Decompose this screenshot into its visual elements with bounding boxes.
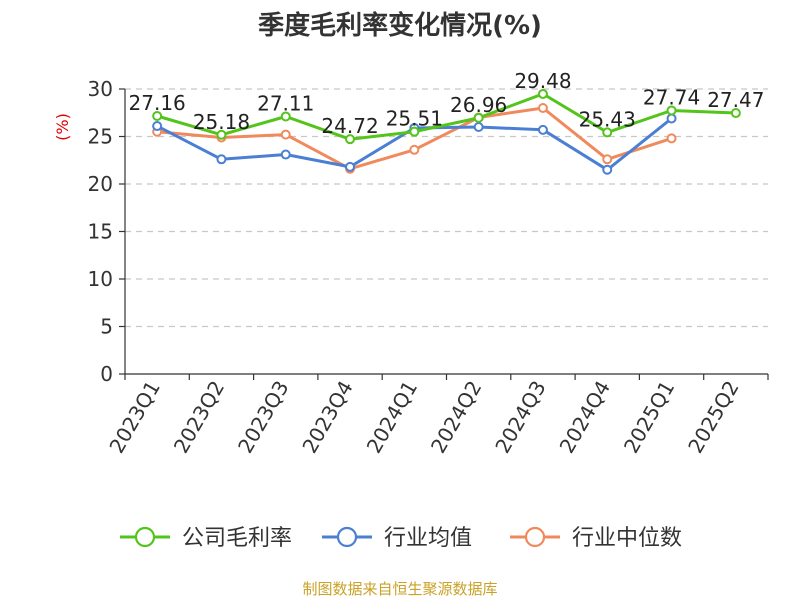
data-point xyxy=(409,144,420,155)
x-tick-label: 2025Q2 xyxy=(683,377,743,458)
data-point xyxy=(602,164,613,175)
data-point xyxy=(280,149,291,160)
chart-title: 季度毛利率变化情况(%) xyxy=(258,10,542,41)
legend-label: 公司毛利率 xyxy=(182,526,292,551)
y-tick-label: 20 xyxy=(88,172,113,196)
data-point xyxy=(666,105,677,116)
data-point xyxy=(409,126,420,137)
x-tick-label: 2024Q4 xyxy=(555,377,615,458)
data-point xyxy=(152,121,163,132)
y-tick-label: 10 xyxy=(88,267,113,291)
y-tick-label: 25 xyxy=(88,125,113,149)
legend-marker xyxy=(336,526,358,548)
x-tick-label: 2024Q2 xyxy=(426,377,486,458)
y-tick-label: 30 xyxy=(88,77,113,101)
data-label: 26.96 xyxy=(450,93,507,117)
data-labels: 27.16 25.18 27.11 24.72 25.51 26.96 29.48 25.43… xyxy=(129,69,765,138)
data-point xyxy=(666,133,677,144)
y-tick-label: 15 xyxy=(88,220,113,244)
data-label: 25.51 xyxy=(386,107,443,131)
data-label: 29.48 xyxy=(514,69,571,93)
data-label: 27.16 xyxy=(129,91,186,115)
data-point xyxy=(473,112,484,123)
data-point xyxy=(216,154,227,165)
x-axis-ticks: 2023Q1 2023Q2 2023Q3 2023Q4 2024Q1 2024Q2 2024… xyxy=(104,374,769,458)
source-note: 制图数据来自恒生聚源数据库 xyxy=(302,580,497,598)
data-point xyxy=(666,113,677,124)
data-point xyxy=(280,111,291,122)
legend: 公司毛利率 行业均值 行业中位数 xyxy=(120,526,682,551)
x-tick-label: 2024Q1 xyxy=(362,377,422,458)
legend-label: 行业中位数 xyxy=(572,526,682,551)
series-line xyxy=(156,92,736,141)
data-point xyxy=(216,129,227,140)
data-label: 27.47 xyxy=(707,88,764,112)
data-label: 25.18 xyxy=(193,110,250,134)
x-tick-label: 2024Q3 xyxy=(490,377,550,458)
data-point xyxy=(152,110,163,121)
series-layer xyxy=(152,88,741,175)
legend-marker xyxy=(524,526,546,548)
data-label: 24.72 xyxy=(321,114,378,138)
data-point xyxy=(537,124,548,135)
data-point xyxy=(473,122,484,132)
data-label: 27.74 xyxy=(643,85,700,109)
data-point xyxy=(537,88,548,99)
data-point xyxy=(280,129,291,140)
data-point xyxy=(602,154,613,165)
x-tick-label: 2023Q3 xyxy=(233,377,293,458)
y-tick-label: 5 xyxy=(100,315,113,339)
data-label: 25.43 xyxy=(579,107,636,131)
x-tick-label: 2023Q1 xyxy=(104,377,164,458)
x-tick-label: 2023Q4 xyxy=(297,377,357,458)
legend-label: 行业均值 xyxy=(384,526,472,551)
x-tick-label: 2025Q1 xyxy=(619,377,679,458)
data-label: 27.11 xyxy=(257,91,314,115)
data-point xyxy=(345,134,356,145)
legend-marker xyxy=(134,526,156,548)
x-tick-label: 2023Q2 xyxy=(169,377,229,458)
data-point xyxy=(345,161,356,172)
gridlines xyxy=(125,88,768,328)
y-axis-ticks: 0 5 10 15 20 25 30 xyxy=(88,77,125,386)
data-point xyxy=(730,108,741,119)
data-point xyxy=(602,127,613,138)
y-axis-label: (%) xyxy=(53,113,72,141)
data-point xyxy=(537,103,548,113)
y-tick-label: 0 xyxy=(100,362,113,386)
